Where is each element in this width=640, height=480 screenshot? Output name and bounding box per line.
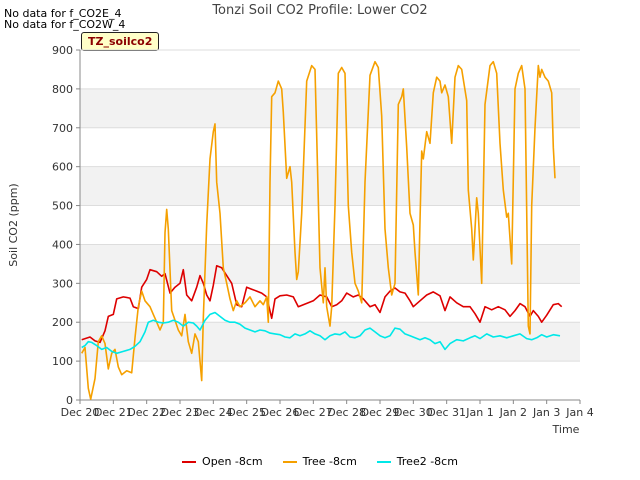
series-lines (81, 60, 563, 400)
x-axis-title: Time (552, 423, 580, 436)
y-tick-label: 200 (52, 316, 73, 329)
no-data-note-w: No data for f_CO2W_4 (4, 18, 126, 31)
x-tick-label: Dec 27 (294, 406, 333, 419)
legend-item-tree[interactable]: Tree -8cm (282, 455, 357, 468)
y-tick-label: 100 (52, 355, 73, 368)
x-tick-label: Dec 24 (194, 406, 233, 419)
x-tick-label: Dec 25 (227, 406, 266, 419)
x-tick-label: Dec 22 (127, 406, 166, 419)
series-line-tree2 (81, 311, 561, 355)
legend-swatch-open (182, 460, 197, 463)
y-tick-label: 600 (52, 161, 73, 174)
background-bands (80, 88, 580, 362)
legend-item-tree2[interactable]: Tree2 -8cm (376, 455, 458, 468)
x-tick-label: Jan 2 (499, 406, 527, 419)
x-tick-label: Dec 30 (394, 406, 433, 419)
x-tick-label: Dec 23 (161, 406, 200, 419)
x-tick-label: Dec 28 (327, 406, 366, 419)
y-tick-label: 500 (52, 200, 73, 213)
legend-label-tree: Tree -8cm (302, 455, 357, 468)
x-tick-label: Jan 1 (465, 406, 493, 419)
series-line-open (81, 265, 563, 344)
legend-swatch-tree (282, 460, 297, 463)
x-tick-label: Dec 21 (94, 406, 133, 419)
x-tick-label: Jan 4 (565, 406, 593, 419)
x-tick-label: Jan 3 (532, 406, 560, 419)
chart-title: Tonzi Soil CO2 Profile: Lower CO2 (212, 3, 428, 18)
site-badge[interactable]: TZ_soilco2 (81, 32, 160, 51)
band (80, 244, 580, 284)
series-line-tree (81, 60, 556, 400)
band (80, 166, 580, 206)
no-data-note-e: No data for f_CO2E_4 (4, 7, 122, 20)
legend-label-tree2: Tree2 -8cm (396, 455, 458, 468)
legend: Open -8cm Tree -8cm Tree2 -8cm (0, 455, 640, 468)
y-tick-label: 900 (52, 44, 73, 57)
x-tick-label: Dec 20 (61, 406, 100, 419)
y-tick-label: 400 (52, 238, 73, 251)
x-tick-label: Dec 29 (361, 406, 400, 419)
band (80, 88, 580, 128)
legend-item-open[interactable]: Open -8cm (182, 455, 263, 468)
y-tick-label: 700 (52, 122, 73, 135)
x-tick-label: Dec 31 (427, 406, 466, 419)
axes (76, 49, 581, 404)
x-tick-label: Dec 26 (261, 406, 300, 419)
legend-label-open: Open -8cm (202, 455, 263, 468)
y-tick-label: 800 (52, 83, 73, 96)
band (80, 322, 580, 362)
legend-swatch-tree2 (376, 460, 391, 463)
y-axis-title: Soil CO2 (ppm) (7, 183, 20, 266)
y-tick-label: 300 (52, 277, 73, 290)
y-tick-label: 0 (66, 394, 73, 407)
